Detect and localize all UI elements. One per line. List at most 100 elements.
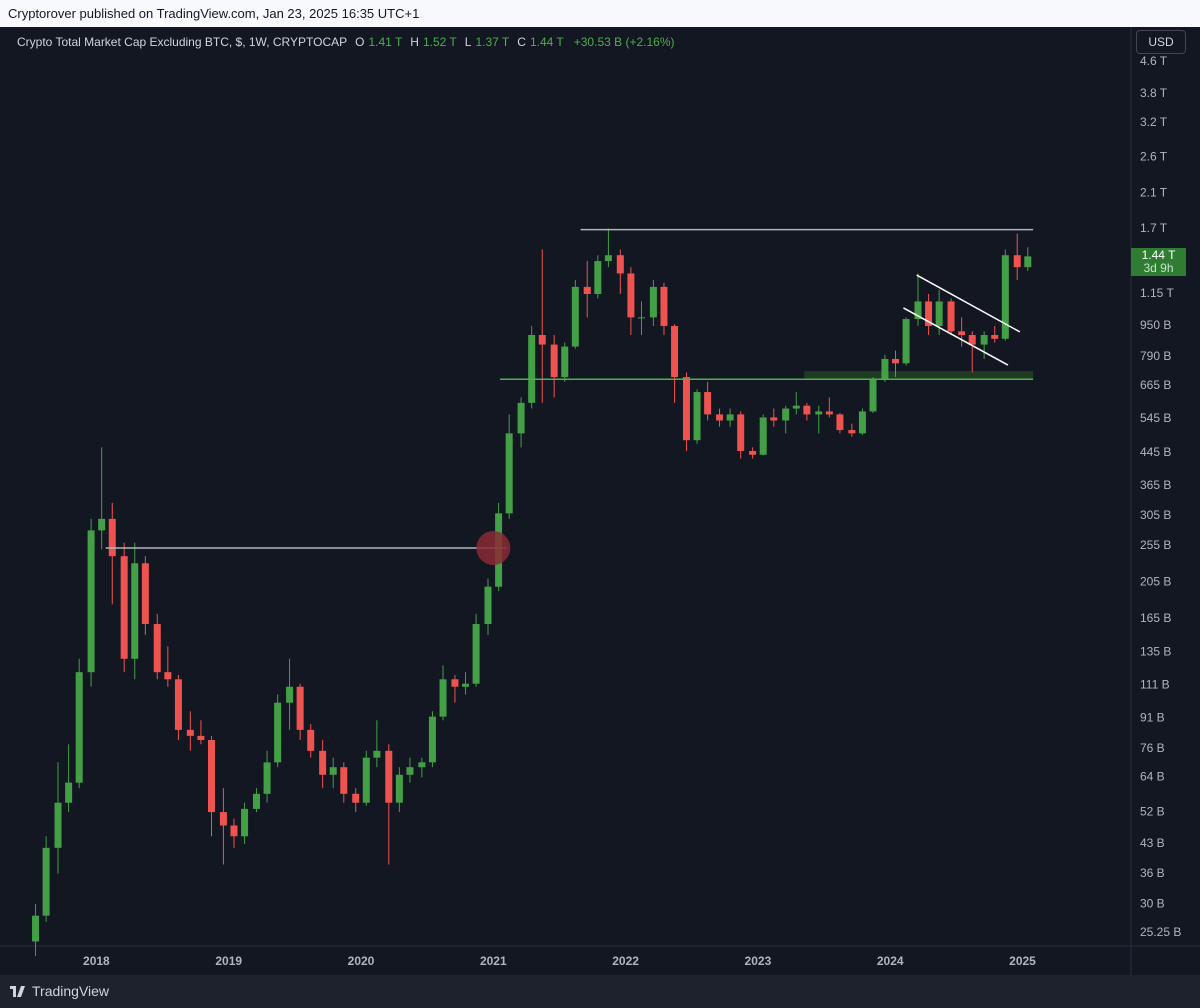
candle-body — [902, 319, 910, 364]
y-tick-label: 165 B — [1140, 611, 1171, 625]
x-tick-label: 2024 — [877, 954, 904, 968]
candle-body — [75, 672, 83, 783]
countdown: 3d 9h — [1143, 261, 1174, 276]
legend: Crypto Total Market Cap Excluding BTC, $… — [17, 35, 674, 49]
candle-body — [439, 679, 447, 717]
y-tick-label: 91 B — [1140, 711, 1165, 725]
y-tick-label: 205 B — [1140, 575, 1171, 589]
x-tick-label: 2020 — [348, 954, 375, 968]
candle-body — [65, 782, 73, 803]
candle-body — [583, 286, 591, 294]
candle-body — [32, 915, 40, 942]
candle-body — [385, 750, 393, 803]
candle-body — [749, 450, 757, 455]
candle-body — [671, 325, 679, 378]
support-zone — [804, 371, 1034, 380]
candle-body — [164, 672, 172, 680]
candle-body — [848, 430, 856, 434]
y-tick-label: 950 B — [1140, 318, 1171, 332]
candle-body — [131, 563, 139, 659]
candle-body — [737, 414, 745, 451]
channel-line — [903, 307, 1009, 366]
y-tick-label: 111 B — [1140, 677, 1170, 691]
candle-body — [980, 335, 988, 345]
x-tick-label: 2018 — [83, 954, 110, 968]
last-price: 1.44 T — [1141, 248, 1176, 263]
candle-body — [428, 716, 436, 763]
candle-body — [517, 402, 525, 434]
y-tick-label: 25.25 B — [1140, 925, 1181, 939]
candle-body — [968, 335, 976, 345]
y-tick-label: 365 B — [1140, 478, 1171, 492]
y-tick-label: 36 B — [1140, 866, 1165, 880]
candle-body — [1024, 256, 1032, 268]
candle-body — [858, 411, 866, 434]
y-tick-label: 2.1 T — [1140, 185, 1168, 199]
candle-body — [307, 729, 315, 751]
candle-body — [472, 624, 480, 684]
y-tick-label: 305 B — [1140, 508, 1171, 522]
candle-body — [252, 793, 260, 809]
y-tick-label: 665 B — [1140, 378, 1171, 392]
chart-background — [0, 27, 1200, 975]
y-tick-label: 255 B — [1140, 538, 1171, 552]
low-value: 1.37 T — [475, 35, 510, 49]
candle-body — [263, 762, 271, 794]
candle-body — [528, 335, 536, 403]
close-key: C — [517, 35, 526, 49]
currency-button[interactable]: USD — [1136, 30, 1186, 54]
y-tick-label: 3.8 T — [1140, 86, 1168, 100]
candle-body — [418, 762, 426, 768]
candle-body — [340, 767, 348, 794]
publish-text: Cryptorover published on TradingView.com… — [8, 6, 420, 21]
candle-body — [207, 740, 215, 813]
candle-body — [538, 335, 546, 345]
candle-body — [329, 767, 337, 775]
candle-body — [362, 757, 370, 803]
candle-body — [925, 301, 933, 326]
y-tick-label: 2.6 T — [1140, 150, 1168, 164]
y-tick-label: 1.7 T — [1140, 221, 1168, 235]
y-tick-label: 545 B — [1140, 411, 1171, 425]
x-tick-label: 2025 — [1009, 954, 1036, 968]
candle-body — [682, 377, 690, 441]
y-tick-label: 52 B — [1140, 804, 1165, 818]
footer: TradingView — [0, 975, 1200, 1008]
candle-body — [174, 679, 182, 730]
candle-body — [1013, 255, 1021, 268]
symbol: Crypto Total Market Cap Excluding BTC, $… — [17, 35, 348, 49]
candle-body — [627, 273, 635, 318]
candle-body — [42, 847, 50, 916]
candle-body — [54, 802, 62, 848]
publish-bar: Cryptorover published on TradingView.com… — [0, 0, 1200, 27]
candle-body — [186, 729, 194, 736]
x-tick-label: 2019 — [215, 954, 242, 968]
candle-body — [219, 812, 227, 826]
y-tick-label: 1.15 T — [1140, 286, 1174, 300]
candle-body — [87, 530, 95, 673]
candle-body — [947, 301, 955, 332]
candle-body — [759, 417, 767, 455]
candle-body — [451, 679, 459, 687]
candle-body — [230, 825, 238, 837]
high-value: 1.52 T — [422, 35, 457, 49]
open-value: 1.41 T — [368, 35, 403, 49]
candle-body — [406, 767, 414, 775]
candle-body — [594, 261, 602, 294]
x-tick-label: 2021 — [480, 954, 507, 968]
candle-body — [197, 735, 205, 741]
close-value: 1.44 T — [529, 35, 564, 49]
candle-body — [693, 392, 701, 441]
x-tick-label: 2023 — [745, 954, 772, 968]
change: +30.53 B (+2.16%) — [573, 35, 675, 49]
y-tick-label: 3.2 T — [1140, 115, 1168, 129]
candle-body — [770, 417, 778, 421]
candle-body — [120, 556, 128, 659]
candle-body — [815, 411, 823, 415]
candle-body — [803, 405, 811, 415]
low-key: L — [464, 35, 472, 49]
candle-body — [704, 392, 712, 415]
candle-body — [141, 563, 149, 625]
y-tick-label: 64 B — [1140, 770, 1165, 784]
